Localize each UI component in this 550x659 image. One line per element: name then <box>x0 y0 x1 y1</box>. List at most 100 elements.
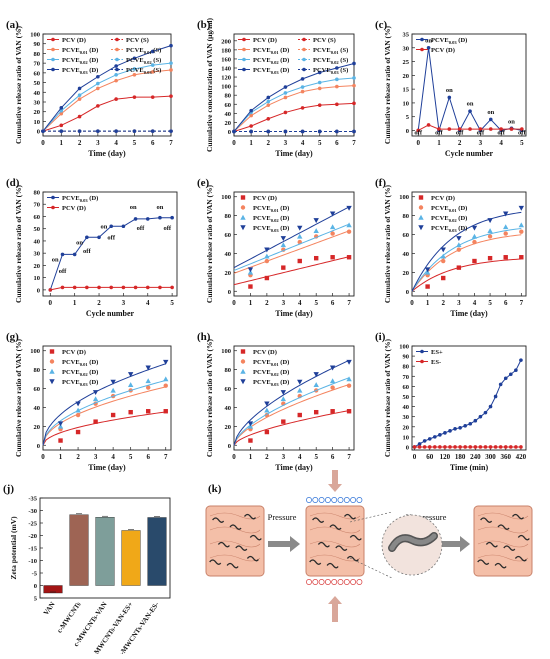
x-tick-label: 2 <box>265 299 269 307</box>
legend-marker <box>242 37 246 42</box>
annotation-on: on <box>508 118 515 125</box>
data-point <box>488 445 493 449</box>
x-tick-label: 4 <box>114 139 118 147</box>
annotation-off: off <box>414 130 422 137</box>
chart-panel-b: (b) 0 1 2 3 4 5 6 7 0 20 40 60 80 100 120 140 160 180 200 Ti… <box>197 18 356 158</box>
y-tick-label: -35 <box>28 496 37 503</box>
x-tick-label: 6 <box>146 453 150 461</box>
fit-line-3 <box>42 363 166 446</box>
annotation-off: off <box>497 130 505 137</box>
data-point <box>487 228 493 233</box>
legend-marker <box>51 67 55 72</box>
legend-marker <box>420 47 424 52</box>
data-point <box>427 437 432 441</box>
data-point <box>509 372 513 377</box>
legend-marker <box>242 67 246 72</box>
fiber <box>309 559 322 565</box>
axes-frame-c <box>411 33 527 137</box>
y-tick-label: 80 <box>225 93 232 100</box>
y-tick-label: 60 <box>225 102 232 109</box>
pressure-arrow-bottom <box>328 596 342 622</box>
y-tick-label: 0 <box>406 444 409 451</box>
data-point <box>145 285 150 290</box>
minus-charge <box>350 579 357 585</box>
data-point <box>96 129 100 133</box>
y-tick-label: 50 <box>34 226 41 233</box>
tissue-line <box>209 526 261 534</box>
y-tick-label: 0 <box>228 289 231 296</box>
data-point <box>468 109 472 113</box>
panel-label-d: (d) <box>6 177 20 189</box>
legend-marker <box>302 67 306 72</box>
data-point <box>433 445 437 449</box>
data-point <box>72 285 77 290</box>
fiber <box>317 541 330 548</box>
tissue-line <box>309 540 361 548</box>
legend-label: PCVE0.01 (D) <box>253 359 289 367</box>
x-tick-label: 2 <box>76 453 80 461</box>
y-tick-label: 30 <box>34 100 41 107</box>
axes-frame-a <box>42 33 172 137</box>
data-point <box>264 258 270 264</box>
data-point <box>163 359 169 365</box>
data-point <box>300 129 305 134</box>
legend-marker <box>49 379 55 385</box>
x-tick-label: 7 <box>164 453 168 461</box>
y-axis-label: Cumulative release ratio of VAN (%) <box>383 338 392 457</box>
data-point <box>109 285 114 290</box>
legend-label: PCVE0.01 (S) <box>313 47 348 55</box>
data-point <box>283 129 288 134</box>
data-point <box>163 409 168 414</box>
legend-marker <box>240 368 246 374</box>
x-tick-label: 1 <box>249 299 253 307</box>
minus-charge <box>343 579 350 585</box>
panel-label-c: (c) <box>375 19 388 31</box>
data-point <box>264 275 270 281</box>
x-tick-label: 3 <box>122 299 126 307</box>
x-tick-label: 4 <box>301 139 305 147</box>
legend-label: PCV (D) <box>62 205 86 212</box>
data-point <box>249 124 253 128</box>
legend-marker <box>240 225 246 231</box>
x-tick-label: 6 <box>504 299 508 307</box>
data-point <box>158 285 162 290</box>
legend-marker <box>302 47 306 52</box>
data-point <box>97 235 101 240</box>
data-point <box>456 265 462 270</box>
fit-line-1 <box>411 234 522 292</box>
data-point <box>280 390 287 396</box>
fiber <box>312 517 325 523</box>
annotation-off: off <box>518 130 526 137</box>
plus-charge <box>324 497 331 503</box>
data-point <box>502 224 509 230</box>
x-tick-label: 4 <box>473 299 477 307</box>
data-point <box>300 77 305 81</box>
legend-label: PCVE0.01 (D) <box>431 205 467 213</box>
data-point <box>300 89 305 94</box>
y-tick-label: 100 <box>30 32 40 39</box>
x-tick-label: 6 <box>331 453 335 461</box>
y-tick-label: 0 <box>406 128 409 135</box>
series-line-6 <box>42 45 172 132</box>
data-point <box>163 383 168 388</box>
x-tick-label: 5 <box>314 299 318 307</box>
minus-charge <box>337 579 344 585</box>
data-point <box>317 70 322 75</box>
x-tick-label: 7 <box>169 139 173 147</box>
plus-charge <box>356 497 363 503</box>
y-tick-label: 0 <box>34 583 37 590</box>
legend-label: PCV (D) <box>62 37 86 44</box>
legend-marker <box>115 67 119 72</box>
y-tick-label: -25 <box>28 521 37 528</box>
fiber <box>343 513 357 520</box>
fiber <box>246 555 259 562</box>
fit-line-1 <box>42 386 166 446</box>
y-axis-label: Cumulative release ratio of VAN (%) <box>205 338 214 457</box>
legend-marker <box>420 37 424 42</box>
x-axis-label: Time (min) <box>450 463 489 472</box>
data-point <box>150 63 155 67</box>
chart-panel-j: (j) 5 0 -5 -10 -15 -20 -25 -30 -35 Zeta potential … <box>3 483 171 659</box>
annotation-on: on <box>76 240 83 247</box>
y-tick-label: 25 <box>403 59 410 66</box>
